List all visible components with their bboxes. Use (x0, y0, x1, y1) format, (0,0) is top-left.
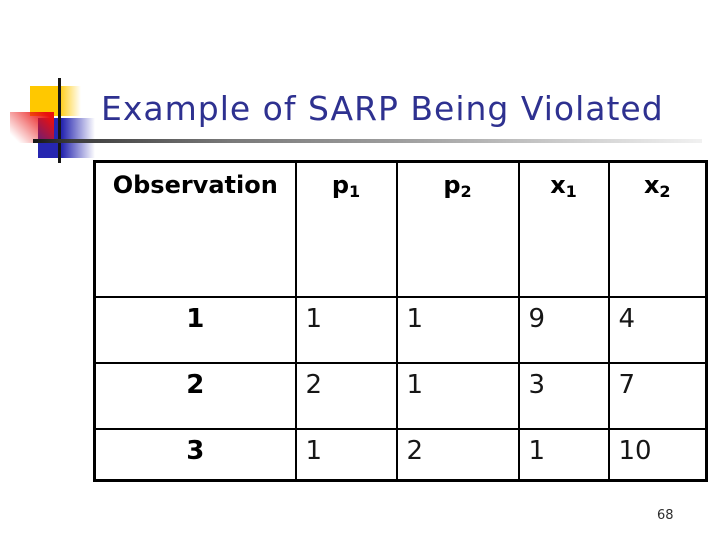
table-cell-p1: 2 (294, 361, 398, 430)
table-cell-x2: 4 (607, 295, 708, 364)
header-label-base: x (550, 171, 566, 199)
header-label-base: x (643, 171, 660, 199)
observation-cell: 3 (93, 427, 297, 482)
table-cell-p2: 2 (395, 427, 520, 482)
logo-vertical-line (58, 78, 61, 163)
col-header-x2: x2 (607, 160, 708, 298)
header-label-base: p (331, 171, 350, 199)
table-cell-x1: 1 (517, 427, 610, 482)
logo-red-square (10, 112, 54, 143)
header-label-base: p (443, 171, 461, 199)
table-cell-p1: 1 (294, 427, 398, 482)
table-cell-p2: 1 (395, 361, 520, 430)
table-cell-p2: 1 (395, 295, 520, 364)
header-label-subscript: 2 (659, 182, 671, 201)
table-header-row: Observation p1 p2 x1 x2 (93, 160, 708, 298)
table-cell-x2: 10 (607, 427, 708, 482)
observation-cell: 1 (93, 295, 297, 364)
table-cell-p1: 1 (294, 295, 398, 364)
observations-table: Observation p1 p2 x1 x2 1 1 1 9 4 2 2 1 … (93, 160, 708, 482)
col-header-p1: p1 (294, 160, 398, 298)
table-row: 3 1 2 1 10 (93, 427, 708, 482)
table-row: 2 2 1 3 7 (93, 361, 708, 430)
col-header-observation: Observation (93, 160, 297, 298)
header-label-subscript: 2 (460, 182, 472, 201)
observation-cell: 2 (93, 361, 297, 430)
table-cell-x1: 9 (517, 295, 610, 364)
col-header-p2: p2 (395, 160, 520, 298)
header-label-subscript: 1 (349, 182, 361, 201)
table-cell-x2: 7 (607, 361, 708, 430)
col-header-x1: x1 (517, 160, 610, 298)
title-underline-rule (33, 139, 702, 143)
table-cell-x1: 3 (517, 361, 610, 430)
table-row: 1 1 1 9 4 (93, 295, 708, 364)
page-number: 68 (657, 508, 674, 523)
header-label-subscript: 1 (565, 182, 577, 201)
slide-title: Example of SARP Being Violated (101, 89, 664, 128)
logo-yellow-square (30, 86, 81, 116)
